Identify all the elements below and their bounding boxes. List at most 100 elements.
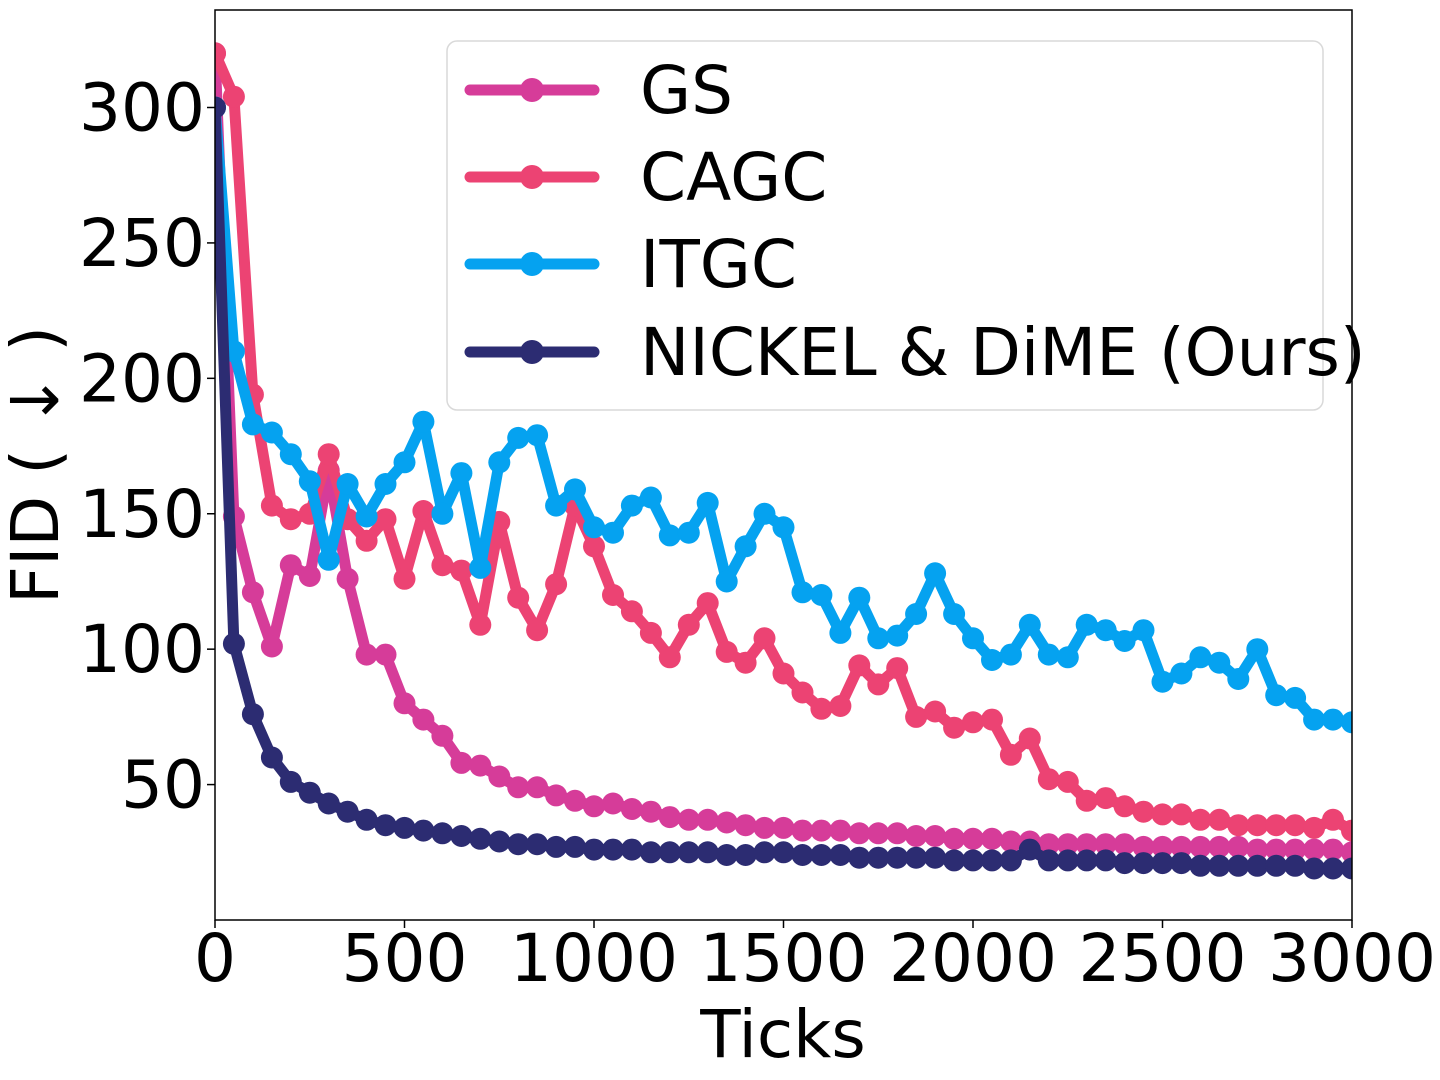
data-point-nickel-dime-ours: [1170, 852, 1193, 875]
data-point-nickel-dime-ours: [469, 827, 492, 850]
data-point-nickel-dime-ours: [1113, 852, 1136, 875]
y-tick-label: 300: [79, 70, 205, 147]
data-point-itgc: [886, 624, 909, 647]
data-point-gs: [526, 776, 549, 799]
data-point-itgc: [317, 548, 340, 571]
data-point-nickel-dime-ours: [962, 849, 984, 872]
data-point-cagc: [791, 681, 814, 704]
data-point-itgc: [677, 521, 700, 544]
data-point-itgc: [905, 603, 928, 625]
data-point-itgc: [620, 494, 643, 517]
data-point-cagc: [734, 651, 757, 674]
data-point-itgc: [1113, 630, 1136, 652]
data-point-gs: [260, 635, 283, 658]
data-point-itgc: [962, 627, 984, 650]
data-point-itgc: [981, 649, 1003, 671]
data-point-gs: [1151, 835, 1174, 858]
data-point-cagc: [753, 627, 776, 650]
legend-label: GS: [640, 52, 733, 129]
data-point-nickel-dime-ours: [1322, 857, 1344, 880]
data-point-itgc: [1170, 662, 1193, 685]
legend-item-cagc: CAGC: [464, 139, 827, 216]
data-point-nickel-dime-ours: [1208, 854, 1231, 877]
data-point-cagc: [1322, 808, 1344, 831]
data-point-gs: [924, 825, 947, 847]
data-point-nickel-dime-ours: [1132, 852, 1155, 875]
data-point-cagc: [962, 711, 984, 734]
data-point-cagc: [545, 573, 568, 596]
data-point-itgc: [412, 410, 435, 433]
data-point-gs: [810, 819, 833, 842]
legend-marker: [520, 78, 544, 102]
legend-label: NICKEL & DiME (Ours): [640, 314, 1366, 391]
data-point-nickel-dime-ours: [658, 841, 681, 864]
data-point-nickel-dime-ours: [545, 835, 568, 858]
data-point-nickel-dime-ours: [431, 822, 454, 845]
data-point-nickel-dime-ours: [1151, 852, 1174, 875]
data-point-itgc: [450, 462, 473, 485]
data-point-cagc: [215, 42, 226, 65]
data-point-itgc: [526, 424, 549, 447]
data-point-itgc: [753, 502, 776, 525]
data-point-nickel-dime-ours: [374, 814, 397, 837]
data-point-gs: [1056, 833, 1079, 856]
data-point-cagc: [1189, 808, 1212, 831]
legend: GS CAGC ITGC NICKEL & DiME (Ours): [446, 40, 1366, 411]
y-tick-label: 100: [79, 611, 205, 688]
data-point-cagc: [450, 559, 473, 582]
data-point-cagc: [867, 673, 890, 696]
legend-label: CAGC: [640, 139, 827, 216]
data-point-gs: [715, 811, 738, 834]
data-point-itgc: [1037, 643, 1060, 666]
data-point-cagc: [1037, 768, 1060, 791]
data-point-itgc: [488, 451, 511, 474]
data-point-itgc: [469, 556, 492, 579]
data-point-itgc: [791, 581, 814, 604]
x-tick-label: 0: [194, 920, 236, 997]
series-nickel-dime-ours: [215, 96, 1352, 880]
data-point-cagc: [1075, 789, 1098, 812]
data-point-itgc: [734, 535, 757, 558]
data-point-itgc: [696, 491, 719, 514]
data-point-gs: [1246, 838, 1269, 861]
data-point-gs: [545, 784, 568, 807]
data-point-nickel-dime-ours: [639, 841, 662, 864]
data-point-cagc: [583, 535, 605, 558]
data-point-nickel-dime-ours: [1056, 849, 1079, 872]
data-point-nickel-dime-ours: [905, 846, 928, 869]
data-point-gs: [507, 776, 530, 799]
data-point-nickel-dime-ours: [1265, 854, 1288, 877]
data-point-itgc: [1094, 619, 1117, 642]
x-tick-label: 500: [342, 920, 468, 997]
data-point-cagc: [279, 508, 302, 531]
data-point-nickel-dime-ours: [1075, 849, 1098, 872]
data-point-gs: [981, 827, 1003, 850]
data-point-itgc: [1322, 708, 1344, 731]
data-point-gs: [279, 554, 302, 577]
data-point-nickel-dime-ours: [924, 846, 947, 869]
data-point-itgc: [545, 494, 568, 517]
x-tick-label: 3000: [1268, 920, 1436, 997]
data-point-nickel-dime-ours: [1227, 854, 1250, 877]
data-point-gs: [355, 643, 378, 666]
data-point-nickel-dime-ours: [696, 841, 719, 864]
data-point-nickel-dime-ours: [507, 833, 530, 856]
data-point-gs: [867, 822, 890, 845]
data-point-cagc: [772, 662, 795, 685]
data-point-cagc: [981, 708, 1003, 731]
data-point-nickel-dime-ours: [583, 838, 605, 861]
data-point-nickel-dime-ours: [981, 849, 1003, 872]
data-point-gs: [1075, 833, 1098, 856]
data-point-gs: [469, 754, 492, 777]
data-point-cagc: [1227, 814, 1250, 837]
data-point-itgc: [1075, 613, 1098, 636]
data-point-nickel-dime-ours: [1094, 849, 1117, 872]
data-point-gs: [1208, 835, 1231, 858]
data-point-nickel-dime-ours: [336, 800, 359, 823]
data-point-itgc: [336, 473, 359, 495]
data-point-gs: [336, 567, 359, 590]
series-itgc: [215, 96, 1352, 734]
data-point-nickel-dime-ours: [241, 703, 264, 726]
data-point-gs: [829, 819, 852, 842]
legend-marker: [520, 165, 544, 189]
